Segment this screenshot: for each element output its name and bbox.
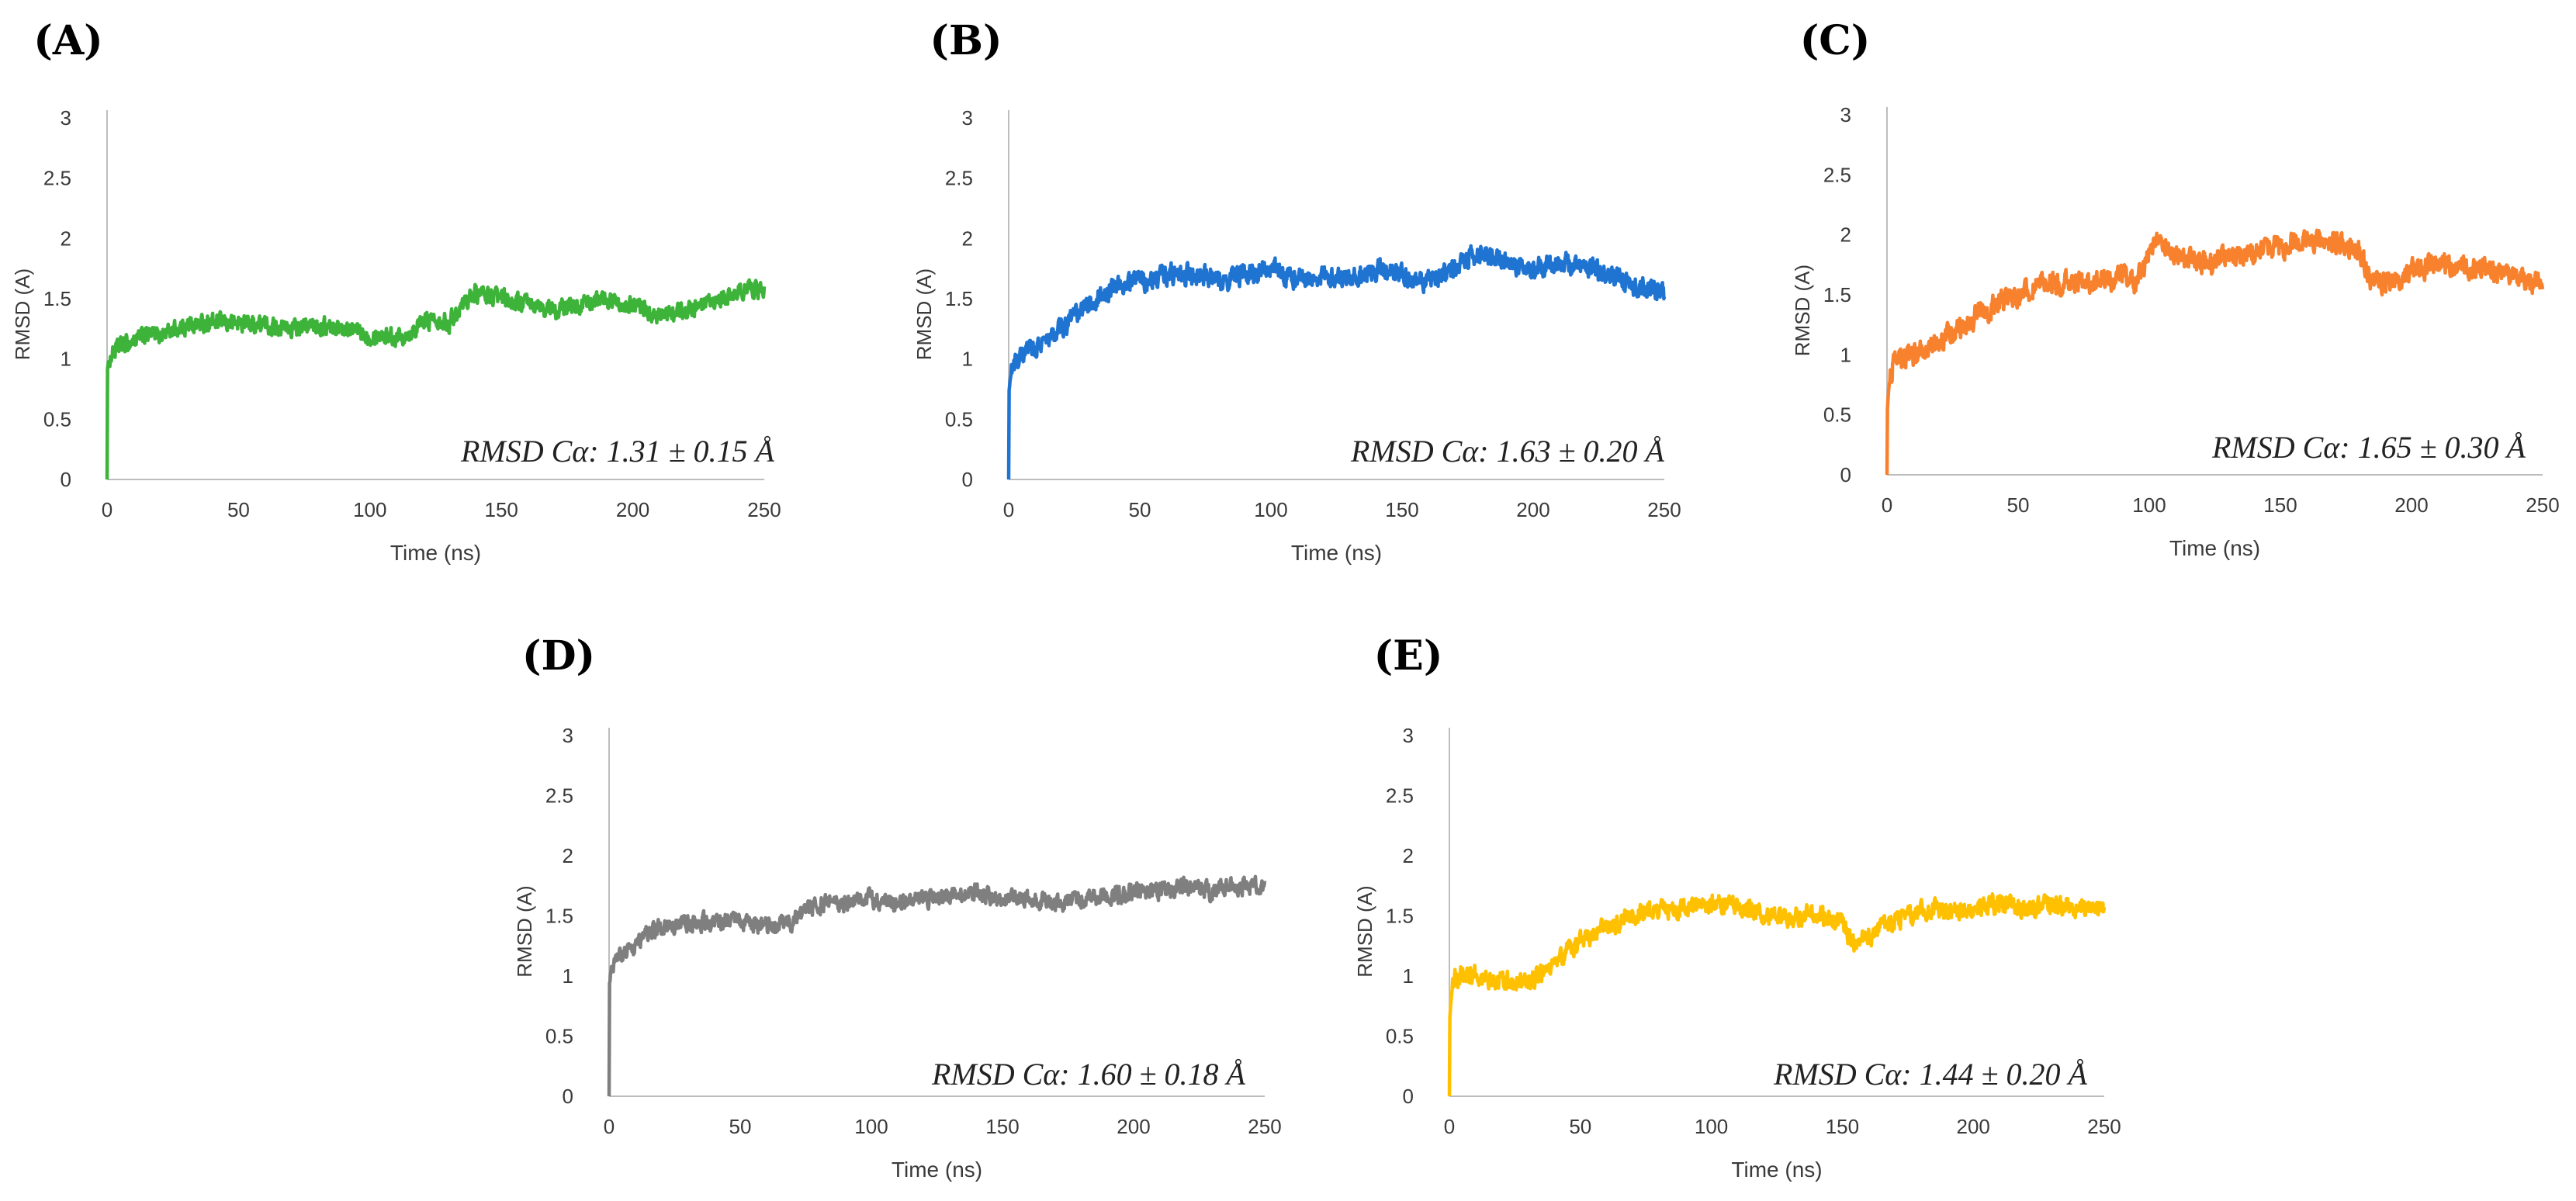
- x-axis-label: Time (ns): [892, 1158, 982, 1182]
- rmsd-annotation: RMSD Cα: 1.65 ± 0.30 Å: [2211, 430, 2526, 465]
- y-tick-label: 1: [61, 348, 71, 371]
- y-tick-label: 3: [61, 106, 71, 130]
- y-tick-label: 1.5: [945, 287, 973, 310]
- y-tick-label: 1: [1403, 964, 1414, 988]
- x-tick-label: 50: [227, 498, 250, 521]
- chart-panel-b: (B) 0 0.5 1 1.5 2 2.5 3 0 50 100 150 200 250 Time (ns)…: [912, 17, 1681, 565]
- chart-panel-d: (D) 0 0.5 1 1.5 2 2.5 3 0 50 100 150 200 250 Time (ns)…: [513, 632, 1282, 1182]
- series-line-b: [1006, 244, 1667, 480]
- x-tick-label: 50: [2007, 493, 2030, 517]
- chart-panel-e: (E) 0 0.5 1 1.5 2 2.5 3 0 50 100 150 200 250 Time (ns)…: [1353, 632, 2121, 1182]
- rmsd-annotation: RMSD Cα: 1.60 ± 0.18 Å: [931, 1057, 1246, 1092]
- y-tick-label: 2: [61, 227, 71, 250]
- x-axis-label: Time (ns): [390, 541, 481, 565]
- x-tick-label: 250: [1647, 498, 1681, 521]
- y-axis-label: RMSD (A): [1791, 265, 1814, 356]
- y-tick-label: 0.5: [1823, 403, 1851, 427]
- x-tick-label: 50: [1569, 1115, 1591, 1138]
- x-tick-label: 150: [2263, 493, 2297, 517]
- y-tick-label: 2: [962, 227, 973, 250]
- y-tick-label: 0.5: [43, 407, 71, 431]
- y-tick-label: 2.5: [43, 167, 71, 190]
- x-tick-label: 100: [1254, 498, 1287, 521]
- x-tick-label: 250: [2526, 493, 2559, 517]
- y-tick-label: 1: [1840, 343, 1851, 366]
- x-axis-label: Time (ns): [2169, 536, 2260, 560]
- x-tick-label: 100: [2132, 493, 2166, 517]
- y-tick-label: 1: [563, 964, 573, 988]
- x-tick-label: 150: [1385, 498, 1418, 521]
- y-tick-label: 2: [1403, 844, 1414, 867]
- x-tick-label: 100: [1695, 1115, 1728, 1138]
- chart-panel-c: (C) 0 0.5 1 1.5 2 2.5 3 0 50 100 150 200 250 Time (ns)…: [1791, 17, 2560, 560]
- series-line-d: [607, 874, 1267, 1097]
- y-tick-label: 1.5: [43, 287, 71, 310]
- x-tick-label: 250: [1248, 1115, 1281, 1138]
- x-tick-label: 0: [604, 1115, 615, 1138]
- panel-label-d: (D): [522, 632, 595, 680]
- x-tick-label: 150: [1826, 1115, 1859, 1138]
- x-tick-label: 0: [1882, 493, 1892, 517]
- x-tick-label: 200: [1516, 498, 1549, 521]
- y-tick-label: 1.5: [545, 905, 573, 928]
- series-line-c: [1885, 228, 2545, 476]
- x-tick-label: 0: [1444, 1115, 1455, 1138]
- y-tick-label: 1.5: [1823, 283, 1851, 306]
- x-tick-label: 150: [985, 1115, 1019, 1138]
- y-tick-label: 2.5: [1386, 784, 1414, 808]
- y-tick-label: 0.5: [545, 1025, 573, 1048]
- y-tick-label: 0.5: [945, 407, 973, 431]
- y-tick-label: 2: [563, 844, 573, 867]
- y-tick-label: 0: [962, 468, 973, 491]
- y-axis-label: RMSD (A): [11, 268, 34, 360]
- y-tick-label: 2.5: [545, 784, 573, 808]
- x-tick-label: 50: [1129, 498, 1151, 521]
- x-tick-label: 200: [1117, 1115, 1150, 1138]
- x-tick-label: 200: [1957, 1115, 1990, 1138]
- series-line-a: [105, 278, 767, 480]
- y-tick-label: 1.5: [1386, 905, 1414, 928]
- x-tick-label: 0: [1003, 498, 1014, 521]
- y-tick-label: 2: [1840, 223, 1851, 247]
- y-tick-label: 2.5: [1823, 163, 1851, 186]
- x-tick-label: 0: [102, 498, 113, 521]
- y-tick-label: 0: [1403, 1085, 1414, 1108]
- chart-panel-a: (A) 0 0.5 1 1.5 2 2.5 3 0 50 100 150 200 250 Time (ns)…: [11, 17, 781, 565]
- y-tick-label: 3: [962, 106, 973, 130]
- x-tick-label: 250: [2087, 1115, 2121, 1138]
- y-tick-label: 2.5: [945, 167, 973, 190]
- x-tick-label: 100: [854, 1115, 888, 1138]
- y-tick-label: 0: [61, 468, 71, 491]
- panel-label-e: (E): [1374, 632, 1443, 680]
- x-tick-label: 250: [747, 498, 781, 521]
- x-tick-label: 200: [2394, 493, 2428, 517]
- x-tick-label: 50: [729, 1115, 752, 1138]
- panel-label-c: (C): [1800, 17, 1871, 64]
- y-axis-label: RMSD (A): [513, 885, 536, 977]
- rmsd-annotation: RMSD Cα: 1.44 ± 0.20 Å: [1773, 1057, 2088, 1092]
- panel-label-a: (A): [33, 17, 103, 64]
- x-tick-label: 200: [616, 498, 649, 521]
- y-tick-label: 1: [962, 348, 973, 371]
- series-line-e: [1447, 891, 2107, 1097]
- y-tick-label: 0.5: [1386, 1025, 1414, 1048]
- y-tick-label: 0: [1840, 463, 1851, 486]
- y-tick-label: 3: [1403, 724, 1414, 747]
- y-axis-label: RMSD (A): [912, 268, 936, 360]
- rmsd-annotation: RMSD Cα: 1.63 ± 0.20 Å: [1350, 434, 1665, 469]
- x-tick-label: 100: [353, 498, 386, 521]
- y-tick-label: 3: [563, 724, 573, 747]
- x-axis-label: Time (ns): [1731, 1158, 1822, 1182]
- y-tick-label: 0: [563, 1085, 573, 1108]
- x-axis-label: Time (ns): [1291, 541, 1382, 565]
- y-tick-label: 3: [1840, 103, 1851, 126]
- y-axis-label: RMSD (A): [1353, 885, 1376, 977]
- rmsd-annotation: RMSD Cα: 1.31 ± 0.15 Å: [460, 434, 775, 469]
- panel-label-b: (B): [930, 17, 1002, 64]
- x-tick-label: 150: [485, 498, 518, 521]
